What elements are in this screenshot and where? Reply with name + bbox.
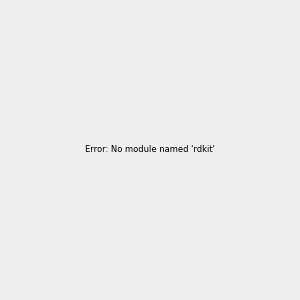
Text: Error: No module named 'rdkit': Error: No module named 'rdkit' bbox=[85, 146, 215, 154]
